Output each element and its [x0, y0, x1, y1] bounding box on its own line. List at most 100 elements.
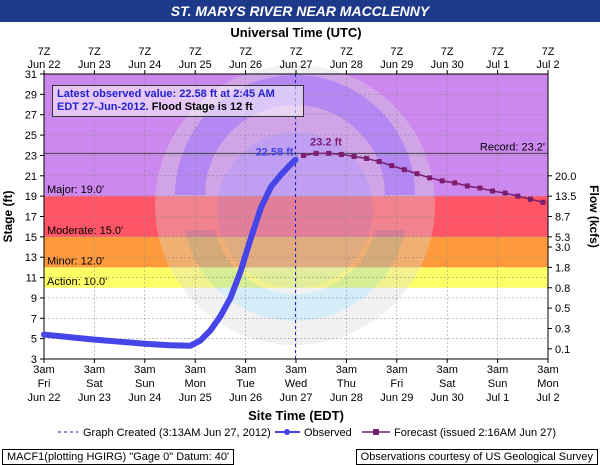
x-tick-label-date: Jun 22 — [27, 392, 60, 404]
x-tick-label-day: Sat — [439, 378, 456, 390]
observed-point — [188, 343, 193, 348]
forecast-point — [351, 153, 357, 159]
category-label-moderate: Moderate: 15.0' — [47, 225, 123, 237]
observed-point — [67, 335, 72, 340]
observed-point — [208, 328, 213, 333]
top-tick-label-date: Jul 2 — [536, 59, 559, 71]
top-tick-label-time: 7Z — [441, 46, 454, 58]
forecast-point — [301, 152, 307, 158]
observed-point — [92, 337, 97, 342]
top-tick-label-date: Jun 25 — [179, 59, 212, 71]
x-tick-label-day: Fri — [390, 378, 403, 390]
y-tick-label: 31 — [25, 69, 37, 81]
x-tick-label-day: Fri — [38, 378, 51, 390]
x-tick-label-date: Jun 23 — [78, 392, 111, 404]
category-label-minor: Minor: 12.0' — [47, 255, 104, 267]
x-tick-label-date: Jun 29 — [380, 392, 413, 404]
x-tick-label-day: Thu — [337, 378, 356, 390]
top-tick-label-time: 7Z — [390, 46, 403, 58]
info-line-2-date: EDT 27-Jun-2012. — [57, 101, 149, 113]
x-tick-label-time: 3am — [487, 364, 508, 376]
latest-observation-box: Latest observed value: 22.58 ft at 2:45 … — [52, 85, 304, 117]
x-tick-label-date: Jun 25 — [179, 392, 212, 404]
y2-tick-label: 0.1 — [555, 344, 570, 356]
y-tick-label: 9 — [31, 293, 37, 305]
x-tick-label-day: Sun — [135, 378, 155, 390]
y-tick-label: 17 — [25, 212, 37, 224]
x-tick-label-day: Sun — [488, 378, 508, 390]
x-tick-label-date: Jul 1 — [486, 392, 509, 404]
y-tick-label: 7 — [31, 313, 37, 325]
top-tick-label-date: Jun 27 — [279, 59, 312, 71]
top-tick-label-date: Jun 28 — [330, 59, 363, 71]
forecast-point — [389, 163, 395, 169]
forecast-point — [401, 167, 407, 173]
forecast-point — [490, 188, 496, 194]
observed-point — [142, 341, 147, 346]
top-tick-label-time: 7Z — [542, 46, 555, 58]
forecast-point — [364, 155, 370, 161]
forecast-point — [477, 185, 483, 191]
x-tick-label-date: Jun 27 — [279, 392, 312, 404]
category-label-action: Action: 10.0' — [47, 276, 107, 288]
observed-point — [117, 339, 122, 344]
y-tick-label: 25 — [25, 130, 37, 142]
y-tick-label: 15 — [25, 232, 37, 244]
y-tick-label: 23 — [25, 150, 37, 162]
forecast-point — [502, 190, 508, 196]
y-axis-title: Stage (ft) — [1, 191, 15, 243]
observed-point — [286, 164, 291, 169]
top-tick-label-time: 7Z — [491, 46, 504, 58]
x-tick-label-time: 3am — [235, 364, 256, 376]
x-tick-label-time: 3am — [386, 364, 407, 376]
forecast-point — [414, 171, 420, 177]
observed-point — [198, 338, 203, 343]
x-tick-label-time: 3am — [33, 364, 54, 376]
observed-peak-label: 22.58 ft — [256, 147, 294, 159]
forecast-point — [427, 175, 433, 181]
x-tick-label-day: Mon — [537, 378, 558, 390]
top-tick-label-time: 7Z — [38, 46, 51, 58]
forecast-point — [326, 150, 332, 156]
y-tick-label: 19 — [25, 191, 37, 203]
y2-tick-label: 5.3 — [555, 232, 570, 244]
top-tick-label-time: 7Z — [138, 46, 151, 58]
observed-point — [238, 269, 243, 274]
top-tick-label-time: 7Z — [340, 46, 353, 58]
record-label: Record: 23.2' — [480, 141, 545, 153]
x-tick-label-date: Jul 2 — [536, 392, 559, 404]
forecast-point — [376, 159, 382, 165]
observed-point — [218, 314, 223, 319]
observed-point — [42, 332, 46, 337]
legend-observed-marker — [284, 429, 290, 435]
forecast-point — [313, 150, 319, 156]
y2-tick-label: 0.5 — [555, 303, 570, 315]
legend-observed-label: Observed — [304, 427, 352, 439]
x-tick-label-day: Tue — [236, 378, 255, 390]
forecast-point — [515, 193, 521, 199]
forecast-point — [452, 180, 458, 186]
x-tick-label-date: Jun 24 — [128, 392, 161, 404]
x-tick-label-date: Jun 26 — [229, 392, 262, 404]
y2-axis-title: Flow (kcfs) — [587, 185, 600, 248]
chart-title: ST. MARYS RIVER NEAR MACCLENNY — [0, 0, 600, 22]
forecast-point — [338, 151, 344, 157]
top-axis-title: Universal Time (UTC) — [230, 25, 361, 40]
top-tick-label-date: Jun 24 — [128, 59, 161, 71]
y-tick-label: 3 — [31, 354, 37, 366]
x-tick-label-time: 3am — [84, 364, 105, 376]
y2-tick-label: 13.5 — [555, 191, 576, 203]
x-tick-label-time: 3am — [436, 364, 457, 376]
legend-graph-created-label: Graph Created (3:13AM Jun 27, 2012) — [83, 427, 271, 439]
x-tick-label-time: 3am — [285, 364, 306, 376]
y2-tick-label: 20.0 — [555, 171, 576, 183]
top-tick-label-date: Jun 23 — [78, 59, 111, 71]
x-tick-label-time: 3am — [134, 364, 155, 376]
y2-tick-label: 3.0 — [555, 242, 570, 254]
legend-forecast-label: Forecast (issued 2:16AM Jun 27) — [394, 427, 556, 439]
legend-forecast-marker — [373, 429, 379, 435]
x-tick-label-day: Wed — [285, 378, 307, 390]
source-credit: Observations courtesy of US Geological S… — [355, 449, 598, 465]
observed-point — [258, 206, 263, 211]
x-tick-label-time: 3am — [336, 364, 357, 376]
